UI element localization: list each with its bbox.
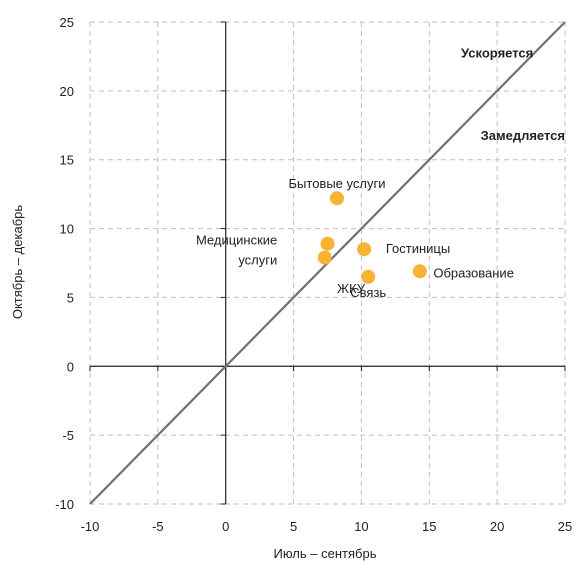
data-point-1 <box>320 236 335 251</box>
data-point-5 <box>412 264 427 279</box>
data-points <box>317 191 427 284</box>
y-tick-label-3: 5 <box>67 290 74 305</box>
point-label-5: Образование <box>433 266 514 281</box>
grid <box>89 21 566 505</box>
y-tick-label-5: 15 <box>60 153 74 168</box>
tick-labels: -10 -5 0 5 10 15 20 25 -10 -5 0 5 10 15 20 25 <box>55 15 572 534</box>
region-label-1: Замедляется <box>481 128 565 143</box>
x-tick-label-4: 10 <box>354 519 368 534</box>
y-tick-label-7: 25 <box>60 15 74 30</box>
x-tick-label-0: -10 <box>81 519 100 534</box>
x-axis-title: Июль – сентябрь <box>274 546 377 561</box>
y-tick-label-6: 20 <box>60 84 74 99</box>
y-tick-label-1: -5 <box>62 428 74 443</box>
point-label-4: Связь <box>350 285 386 300</box>
point-label-3: Гостиницы <box>386 241 450 256</box>
point-label-2: ЖКУ <box>337 281 366 296</box>
x-tick-label-1: -5 <box>152 519 164 534</box>
region-labels: Ускоряется Замедляется <box>461 45 565 143</box>
x-tick-label-7: 25 <box>558 519 572 534</box>
x-tick-label-5: 15 <box>422 519 436 534</box>
data-point-2 <box>317 250 332 265</box>
axes <box>89 21 566 505</box>
y-tick-label-0: -10 <box>55 497 74 512</box>
x-tick-label-3: 5 <box>290 519 297 534</box>
point-label-0: Бытовые услуги <box>289 176 386 191</box>
data-point-4 <box>361 269 376 284</box>
x-tick-label-6: 20 <box>490 519 504 534</box>
data-point-3 <box>357 242 372 257</box>
data-point-0 <box>330 191 344 206</box>
y-tick-label-2: 0 <box>67 359 74 374</box>
point-label-1: Медицинские услуги <box>196 233 277 268</box>
point-labels: Бытовые услуги Медицинские услуги ЖКУ Гостин… <box>196 176 514 300</box>
x-tick-label-2: 0 <box>222 519 229 534</box>
y-axis-title: Октябрь – декабрь <box>10 205 25 320</box>
y-tick-label-4: 10 <box>60 222 74 237</box>
region-label-0: Ускоряется <box>461 45 533 60</box>
